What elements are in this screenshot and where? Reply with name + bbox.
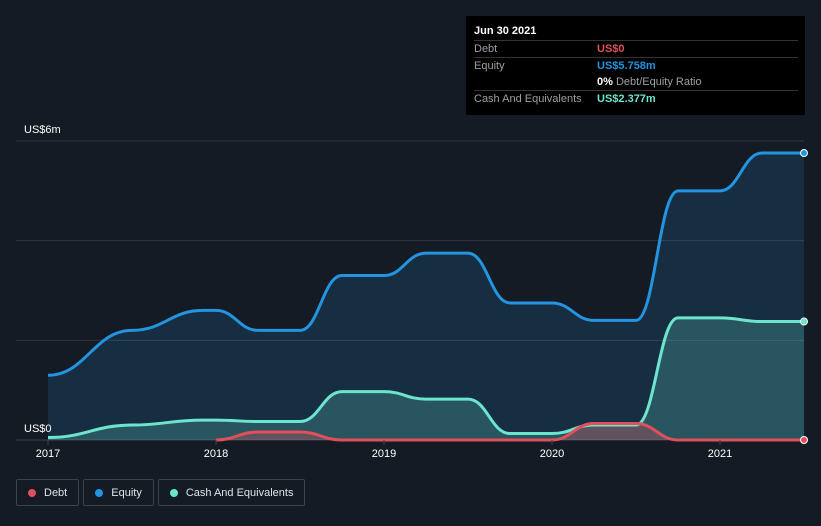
tooltip-date: Jun 30 2021 [474, 25, 537, 37]
tooltip-row-ratio: 0% Debt/Equity Ratio [474, 74, 798, 90]
tooltip-row-debt: Debt US$0 [474, 40, 798, 57]
equity-area [48, 153, 804, 440]
tooltip-row-cash: Cash And Equivalents US$2.377m [474, 90, 798, 107]
legend-item-cash[interactable]: Cash And Equivalents [157, 479, 306, 506]
y-axis-bottom-label: US$0 [24, 423, 52, 435]
equity-line [47, 151, 804, 377]
legend-equity-swatch [95, 488, 104, 497]
legend-debt-swatch [28, 488, 36, 497]
tooltip-equity-value: US$5.758m [597, 60, 656, 72]
legend-item-debt[interactable]: Debt [16, 479, 80, 506]
tooltip-debt-value: US$0 [597, 43, 625, 55]
y-axis-top-label: US$6m [24, 124, 61, 136]
x-tick-label-2017: 2017 [36, 448, 60, 460]
tooltip-ratio-label: Debt/Equity Ratio [615, 76, 702, 88]
equity-endpoint [800, 149, 808, 158]
legend-cash-label: Cash And Equivalents [185, 486, 294, 499]
chart-legend: Debt Equity Cash And Equivalents [16, 479, 306, 506]
tooltip-cash-label: Cash And Equivalents [474, 93, 582, 105]
legend-cash-swatch [169, 488, 178, 497]
x-tick-label-2020: 2020 [540, 448, 564, 460]
hover-tooltip: Jun 30 2021 Debt US$0 Equity US$5.758m 0… [466, 16, 805, 115]
tooltip-equity-label: Equity [474, 60, 505, 72]
cash-and-equivalents-area [48, 317, 804, 440]
debt-area [216, 423, 804, 440]
debt-endpoint [800, 436, 808, 444]
tooltip-cash-value: US$2.377m [597, 93, 656, 105]
x-tick-label-2019: 2019 [372, 448, 396, 460]
tooltip-ratio-value: 0% [597, 76, 613, 88]
tooltip-row-equity: Equity US$5.758m [474, 57, 798, 74]
x-tick-label-2018: 2018 [204, 448, 228, 460]
legend-equity-label: Equity [111, 486, 142, 499]
tooltip-debt-label: Debt [474, 43, 498, 55]
debt-line [215, 422, 804, 442]
legend-debt-label: Debt [44, 486, 68, 499]
legend-item-equity[interactable]: Equity [83, 479, 154, 506]
cash-and-equivalents-line [47, 316, 804, 440]
x-tick-label-2021: 2021 [708, 448, 732, 460]
cash-and-equivalents-endpoint [800, 317, 808, 326]
